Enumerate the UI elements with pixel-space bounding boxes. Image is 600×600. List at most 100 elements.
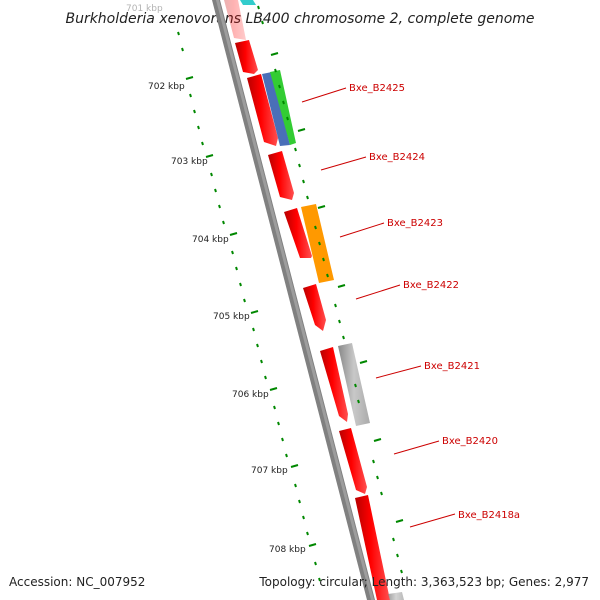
cds-arrow[interactable] [247, 74, 278, 146]
tick-mark [193, 109, 196, 114]
tick-mark [210, 172, 213, 177]
gene-label[interactable]: Bxe_B2420 [442, 436, 498, 447]
tick-mark [189, 93, 192, 98]
tick-mark [396, 553, 399, 558]
feature-gray[interactable] [338, 343, 370, 426]
gene-label[interactable]: Bxe_B2423 [387, 218, 443, 229]
genome-summary-text: Topology: circular; Length: 3,363,523 bp… [258, 575, 589, 589]
tick-mark [337, 284, 346, 288]
scale-label: 702 kbp [148, 82, 185, 92]
tick-mark [314, 561, 317, 566]
tick-mark [294, 147, 297, 152]
backbone-highlight [216, 0, 374, 600]
gene-label[interactable]: Bxe_B2425 [349, 83, 405, 94]
scale-label: 704 kbp [192, 235, 229, 245]
tick-mark [277, 421, 280, 426]
tick-mark [282, 100, 285, 105]
tick-mark [243, 298, 246, 303]
tick-mark [294, 483, 297, 488]
gene-label[interactable]: Bxe_B2422 [403, 280, 459, 291]
tick-mark [357, 399, 360, 404]
tick-mark [306, 195, 309, 200]
tick-mark [308, 543, 317, 547]
scale-label: 708 kbp [269, 545, 306, 555]
tick-mark [318, 577, 321, 582]
tick-mark [400, 569, 403, 574]
leader-lines [301, 87, 456, 528]
tick-mark [306, 531, 309, 536]
scale-label: 707 kbp [251, 466, 288, 476]
tick-mark [334, 303, 337, 308]
tick-mark [298, 163, 301, 168]
outer-tick-ring [257, 5, 404, 574]
tick-mark [302, 179, 305, 184]
gene-label[interactable]: Bxe_B2421 [424, 361, 480, 372]
tick-mark [185, 76, 194, 80]
tick-mark [297, 128, 306, 132]
inner-cds-track [224, 0, 390, 600]
tick-mark [229, 232, 238, 236]
cds-arrow[interactable] [268, 151, 294, 200]
tick-mark [380, 491, 383, 496]
leader-line [393, 440, 440, 455]
tick-mark [273, 405, 276, 410]
tick-mark [395, 519, 404, 523]
tick-mark [270, 52, 279, 56]
leader-line [339, 222, 385, 238]
tick-mark [298, 499, 301, 504]
tick-mark [338, 319, 341, 324]
tick-mark [269, 387, 278, 391]
tick-mark [231, 250, 234, 255]
tick-mark [322, 257, 325, 262]
tick-mark [372, 459, 375, 464]
tick-mark [235, 266, 238, 271]
tick-mark [260, 359, 263, 364]
scale-label: 705 kbp [213, 312, 250, 322]
tick-mark [197, 125, 200, 130]
gene-label[interactable]: Bxe_B2424 [369, 152, 425, 163]
tick-mark [222, 220, 225, 225]
tick-mark [205, 154, 214, 158]
leader-line [409, 513, 456, 528]
cds-arrow[interactable] [355, 495, 390, 600]
cds-arrow[interactable] [320, 347, 348, 422]
tick-mark [314, 225, 317, 230]
scale-tick-ring [177, 31, 321, 582]
tick-mark [252, 327, 255, 332]
cds-arrow[interactable] [235, 40, 258, 74]
tick-mark [250, 310, 259, 314]
tick-mark [177, 31, 180, 36]
tick-mark [201, 141, 204, 146]
tick-mark [285, 453, 288, 458]
tick-mark [318, 241, 321, 246]
feature-cyan[interactable] [240, 0, 256, 5]
tick-mark [264, 375, 267, 380]
cds-arrow[interactable] [224, 0, 246, 40]
cds-arrow[interactable] [303, 284, 326, 331]
tick-mark [302, 515, 305, 520]
tick-mark [354, 383, 357, 388]
scale-label: 701 kbp [126, 4, 163, 14]
gene-label[interactable]: Bxe_B2418a [458, 510, 520, 521]
tick-mark [290, 464, 299, 468]
tick-mark [376, 475, 379, 480]
feature-orange[interactable] [301, 204, 334, 283]
tick-mark [278, 84, 281, 89]
feature-blue[interactable] [262, 72, 290, 146]
feature-gray[interactable] [388, 592, 404, 600]
tick-mark [239, 282, 242, 287]
tick-mark [317, 205, 326, 209]
feature-green[interactable] [270, 70, 296, 145]
gene-labels: Bxe_B2425 Bxe_B2424 Bxe_B2423 Bxe_B2422 … [349, 83, 520, 521]
accession-text: Accession: NC_007952 [9, 575, 145, 589]
map-title: Burkholderia xenovorans LB400 chromosome… [65, 11, 534, 27]
tick-mark [261, 20, 264, 25]
tick-mark [326, 273, 329, 278]
tick-mark [373, 438, 382, 442]
tick-mark [286, 116, 289, 121]
cds-arrow[interactable] [284, 208, 312, 258]
tick-mark [214, 188, 217, 193]
leader-line [355, 284, 401, 300]
cds-arrow[interactable] [339, 428, 367, 494]
